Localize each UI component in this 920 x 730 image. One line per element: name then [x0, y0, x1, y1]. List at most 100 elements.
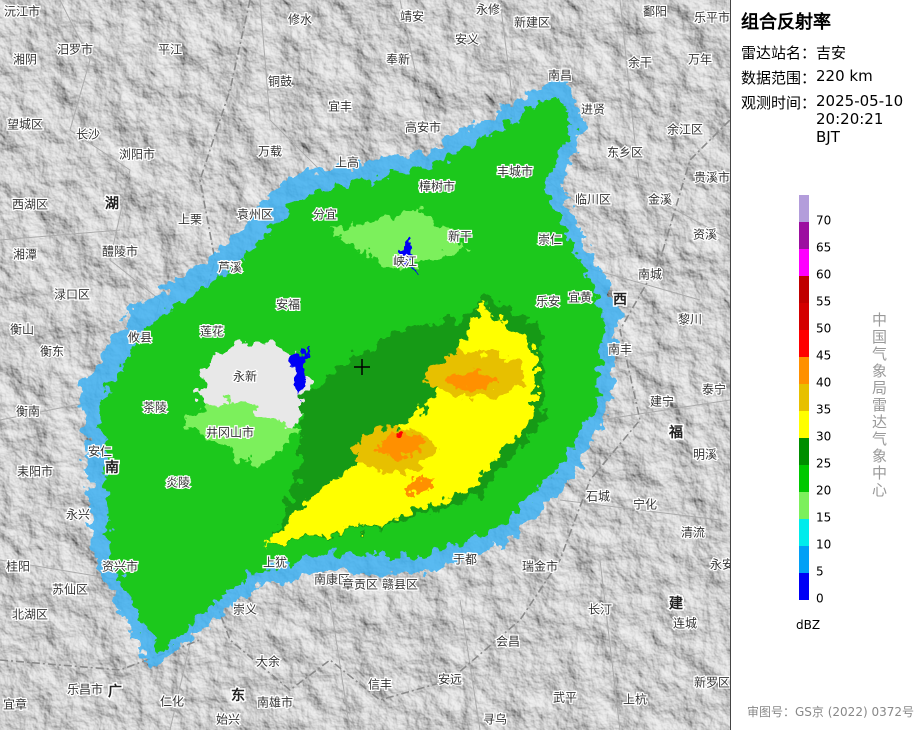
place-label: 金溪	[648, 192, 672, 207]
footer: 审图号：GS京 (2022) 0372号	[747, 705, 914, 719]
place-label: 莲花	[200, 324, 224, 339]
legend-swatch	[799, 276, 809, 303]
place-label: 耒阳市	[17, 464, 53, 479]
place-label: 乐安	[536, 294, 560, 309]
legend-swatch	[799, 303, 809, 330]
place-label: 仁化	[160, 695, 184, 709]
place-label: 永新	[233, 369, 257, 384]
radar-site	[354, 359, 370, 375]
field-label: 雷达站名：	[741, 44, 817, 62]
place-label: 汨罗市	[57, 42, 93, 57]
place-label: 黎川	[678, 313, 702, 327]
place-label: 宜章	[3, 697, 27, 712]
place-label: 峡江	[393, 255, 417, 269]
province-label: 南	[105, 459, 119, 476]
place-label: 上高	[335, 155, 359, 170]
province-label: 西	[613, 292, 627, 308]
place-label: 炎陵	[166, 476, 190, 490]
place-label: 余干	[628, 55, 652, 70]
place-label: 宜黄	[568, 290, 592, 305]
legend-swatch	[799, 492, 809, 519]
place-label: 泰宁	[702, 382, 726, 397]
place-label: 鄱阳	[643, 5, 667, 19]
province-label: 建	[669, 595, 683, 612]
legend-swatch	[799, 465, 809, 492]
legend-swatch	[799, 357, 809, 384]
place-label: 茶陵	[143, 400, 167, 415]
legend-swatch	[799, 249, 809, 276]
place-label: 连城	[673, 616, 697, 631]
legend-swatch	[799, 222, 809, 249]
place-label: 望城区	[7, 118, 43, 132]
place-label: 浏阳市	[119, 147, 155, 162]
place-label: 新建区	[514, 15, 550, 30]
place-label: 乐平市	[694, 10, 730, 25]
place-label: 衡山	[10, 323, 34, 337]
place-label: 南丰	[608, 342, 632, 357]
legend-label: 25	[816, 457, 831, 471]
field-label: 数据范围：	[741, 69, 817, 87]
place-label: 东乡区	[607, 146, 643, 160]
legend-label: 45	[816, 349, 831, 363]
place-label: 新干	[448, 229, 472, 244]
legend-label: 65	[816, 241, 831, 255]
legend-unit: dBZ	[796, 618, 821, 632]
place-label: 安福	[276, 297, 300, 312]
place-label: 南城	[638, 267, 662, 282]
place-label: 湘潭	[13, 247, 37, 262]
legend-label: 35	[816, 403, 831, 417]
legend-swatch	[799, 573, 809, 600]
place-label: 攸县	[128, 330, 152, 345]
field-row: 雷达站名： 吉安	[741, 42, 906, 63]
place-label: 上犹	[263, 556, 287, 570]
place-label: 平江	[158, 43, 182, 57]
place-label: 大余	[256, 654, 280, 669]
field-value: 220 km	[816, 67, 873, 85]
legend-swatch	[799, 519, 809, 546]
province-label: 福	[668, 424, 683, 441]
legend-label: 15	[816, 511, 831, 525]
place-label: 上杭	[623, 692, 647, 707]
place-label: 寻乌	[483, 712, 507, 727]
place-label: 长沙	[76, 128, 100, 142]
place-label: 崇义	[233, 603, 257, 617]
panel-title: 组合反射率	[741, 12, 831, 33]
place-label: 井冈山市	[206, 425, 254, 440]
place-label: 建宁	[650, 394, 674, 409]
place-label: 南昌	[548, 68, 572, 83]
place-label: 赣县区	[382, 578, 418, 592]
place-label: 章贡区	[342, 577, 378, 592]
field-row: 数据范围： 220 km	[741, 67, 906, 88]
place-label: 永安	[710, 557, 730, 572]
legend-label: 60	[816, 268, 831, 282]
province-label: 广	[108, 683, 122, 700]
place-label: 贵溪市	[694, 170, 730, 185]
place-label: 崇仁	[538, 233, 562, 247]
place-label: 上栗	[178, 213, 202, 227]
place-label: 安仁	[88, 444, 112, 459]
legend-label: 5	[816, 565, 824, 579]
info-panel: 组合反射率 雷达站名： 吉安 数据范围： 220 km 观测时间： 2025-05-1…	[730, 0, 920, 730]
legend-label: 0	[816, 592, 824, 606]
field-row: 观测时间： 2025-05-10 20:20:21 BJT	[741, 92, 906, 146]
place-label: 进贤	[581, 103, 605, 117]
place-label: 高安市	[405, 120, 441, 135]
place-label: 北湖区	[12, 607, 48, 622]
place-label: 南康区	[314, 572, 350, 587]
place-label: 资兴市	[102, 559, 138, 574]
place-label: 于都	[453, 553, 477, 567]
place-label: 石城	[586, 490, 610, 504]
place-label: 西湖区	[12, 197, 48, 212]
field-value: 吉安	[816, 44, 847, 62]
legend-swatch	[799, 411, 809, 438]
place-label: 新罗区	[694, 675, 730, 690]
place-label: 武平	[553, 691, 577, 705]
place-label: 宜丰	[328, 99, 352, 114]
place-label: 衡东	[40, 345, 64, 359]
legend-label: 10	[816, 538, 831, 552]
place-label: 铜鼓	[268, 74, 292, 89]
place-label: 衡南	[16, 404, 40, 419]
